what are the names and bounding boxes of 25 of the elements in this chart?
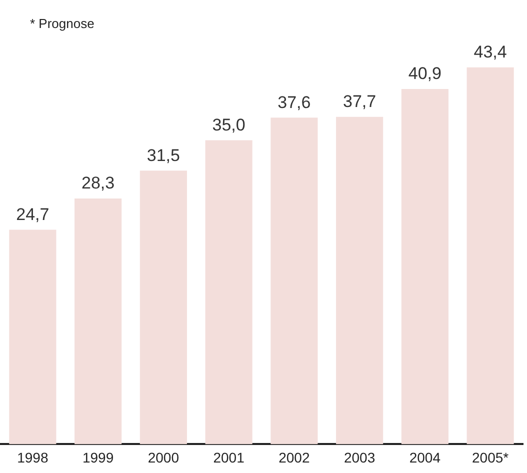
data-label: 28,3 [82, 174, 115, 193]
x-tick-label: 2005* [472, 449, 510, 466]
bar [466, 67, 514, 444]
x-tick-label: 1999 [82, 449, 114, 466]
data-label: 37,7 [343, 92, 376, 111]
data-label: 31,5 [146, 146, 180, 165]
data-label: 43,4 [474, 42, 507, 62]
text: * Prognose [30, 16, 94, 31]
x-tick-label: 2001 [213, 449, 245, 466]
bar [336, 116, 384, 444]
x-tick-label: 2003 [344, 449, 376, 466]
bar [205, 140, 252, 444]
data-label: 37,6 [278, 92, 311, 112]
x-tick-label: 2002 [278, 449, 310, 466]
bar [401, 89, 448, 444]
data-label: 24,7 [16, 204, 50, 224]
x-tick-label: 1998 [17, 449, 48, 466]
bar [74, 198, 122, 444]
data-label: 35,0 [212, 115, 246, 134]
bar [140, 170, 187, 444]
bar [9, 230, 56, 444]
bar [270, 118, 318, 444]
data-label: 40,9 [408, 64, 442, 84]
x-tick-label: 2000 [148, 449, 180, 466]
x-tick-label: 2004 [409, 449, 441, 466]
